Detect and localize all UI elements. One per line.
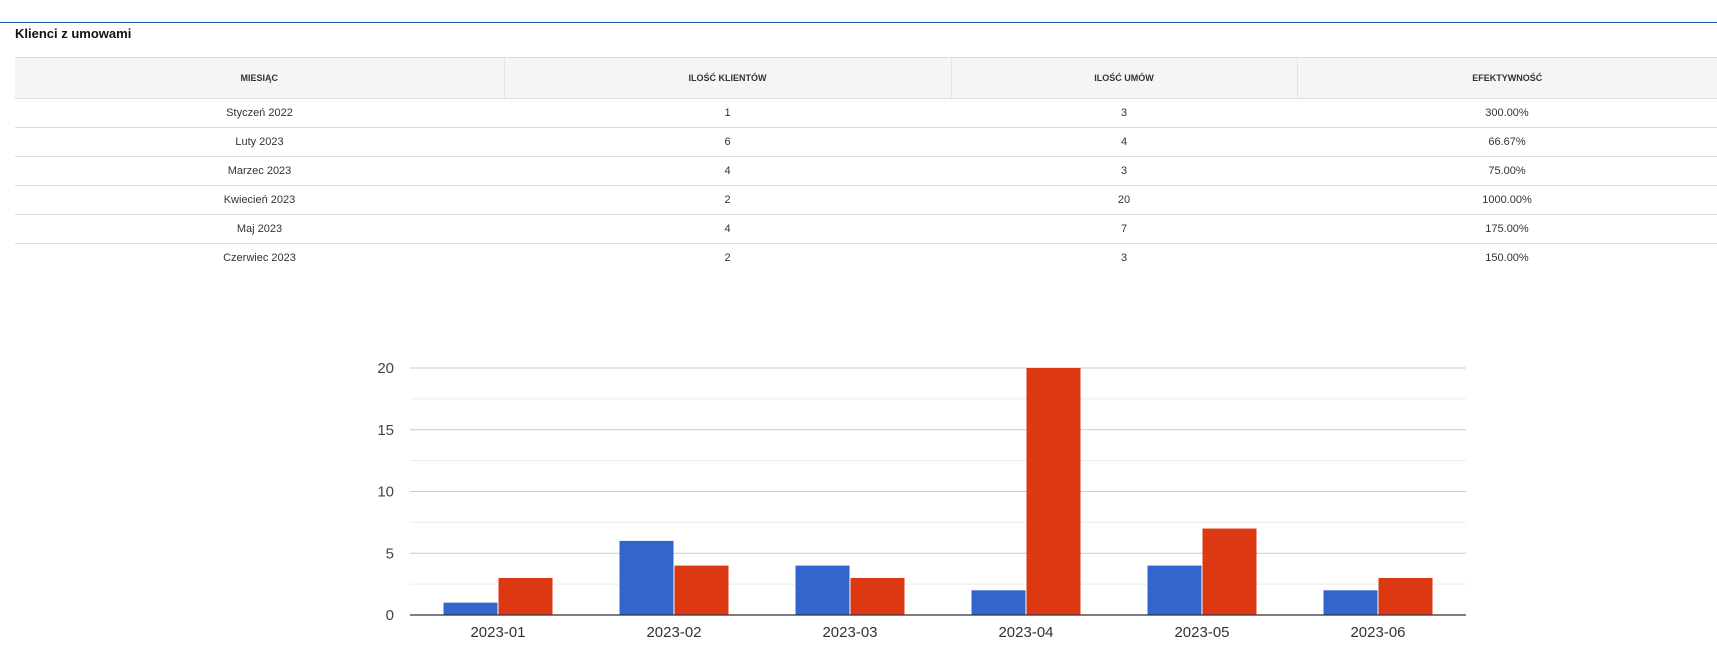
table-row: Marzec 2023 4 3 75.00% bbox=[15, 156, 1717, 186]
column-header-efficiency[interactable]: EFEKTYWNOŚĆ bbox=[1296, 57, 1717, 99]
cell-contracts: 3 bbox=[951, 98, 1297, 128]
bar-series-1 bbox=[443, 602, 498, 615]
x-tick-label: 2023-05 bbox=[1174, 624, 1229, 641]
table-row: Luty 2023 6 4 66.67% bbox=[15, 127, 1717, 157]
table-row: Styczeń 2022 1 3 300.00% bbox=[15, 98, 1717, 128]
table-row: Kwiecień 2023 2 20 1000.00% bbox=[15, 185, 1717, 215]
bar-series-2 bbox=[674, 565, 729, 615]
cell-clients: 1 bbox=[504, 98, 951, 128]
y-tick-label: 0 bbox=[386, 607, 394, 624]
bar-series-2 bbox=[1026, 368, 1081, 615]
header-divider bbox=[0, 22, 1717, 23]
cell-month: Kwiecień 2023 bbox=[15, 185, 504, 215]
section-title: Klienci z umowami bbox=[15, 26, 132, 41]
bar-series-2 bbox=[498, 577, 553, 615]
cell-clients: 4 bbox=[504, 156, 951, 186]
column-header-clients[interactable]: ILOŚĆ KLIENTÓW bbox=[503, 57, 951, 99]
column-header-contracts[interactable]: ILOŚĆ UMÓW bbox=[950, 57, 1297, 99]
cell-contracts: 7 bbox=[951, 214, 1297, 244]
chart-canvas: 0 5 10 15 20 2023-01 2023-02 2023-03 2023-04 2023… bbox=[377, 360, 1466, 641]
bar-chart: 0 5 10 15 20 2023-01 2023-02 2023-03 2023-04 2023… bbox=[0, 340, 1717, 657]
clients-table: MIESIĄC ILOŚĆ KLIENTÓW ILOŚĆ UMÓW EFEKTY… bbox=[15, 57, 1717, 272]
y-tick-label: 10 bbox=[377, 484, 394, 501]
cell-efficiency: 175.00% bbox=[1297, 214, 1717, 244]
bar-series-2 bbox=[1378, 577, 1433, 615]
x-tick-label: 2023-06 bbox=[1350, 624, 1405, 641]
bar-series-1 bbox=[1323, 590, 1378, 615]
y-tick-label: 5 bbox=[386, 545, 394, 562]
cell-efficiency: 75.00% bbox=[1297, 156, 1717, 186]
cell-contracts: 4 bbox=[951, 127, 1297, 157]
cell-clients: 6 bbox=[504, 127, 951, 157]
bar-series-1 bbox=[795, 565, 850, 615]
table-row: Maj 2023 4 7 175.00% bbox=[15, 214, 1717, 244]
column-header-month[interactable]: MIESIĄC bbox=[15, 57, 504, 99]
cell-month: Styczeń 2022 bbox=[15, 98, 504, 128]
cell-month: Marzec 2023 bbox=[15, 156, 504, 186]
cell-clients: 2 bbox=[724, 252, 731, 264]
x-tick-label: 2023-01 bbox=[470, 624, 525, 641]
cell-efficiency: 1000.00% bbox=[1297, 185, 1717, 215]
cell-efficiency: 66.67% bbox=[1297, 127, 1717, 157]
bar-series-1 bbox=[619, 540, 674, 615]
x-tick-label: 2023-02 bbox=[646, 624, 701, 641]
bar-series-1 bbox=[1147, 565, 1202, 615]
cell-efficiency: 150.00% bbox=[1485, 252, 1529, 264]
cell-clients: 4 bbox=[504, 214, 951, 244]
bar-series-2 bbox=[850, 577, 905, 615]
cell-contracts: 3 bbox=[1120, 252, 1128, 264]
cell-month: Luty 2023 bbox=[15, 127, 504, 157]
cell-clients: 2 bbox=[504, 185, 951, 215]
cell-efficiency: 300.00% bbox=[1297, 98, 1717, 128]
x-tick-label: 2023-03 bbox=[822, 624, 877, 641]
bar-series-2 bbox=[1202, 528, 1257, 615]
table-header-row: MIESIĄC ILOŚĆ KLIENTÓW ILOŚĆ UMÓW EFEKTY… bbox=[15, 57, 1717, 99]
cell-month: Maj 2023 bbox=[15, 214, 504, 244]
y-tick-label: 15 bbox=[377, 422, 394, 439]
cell-contracts: 20 bbox=[951, 185, 1297, 215]
table-row: Czerwiec 2023 2 3 150.00% bbox=[15, 244, 1717, 273]
bar-series-1 bbox=[971, 590, 1026, 615]
y-tick-label: 20 bbox=[377, 360, 394, 377]
cell-month: Czerwiec 2023 bbox=[223, 252, 296, 264]
x-tick-label: 2023-04 bbox=[998, 624, 1053, 641]
cell-contracts: 3 bbox=[951, 156, 1297, 186]
